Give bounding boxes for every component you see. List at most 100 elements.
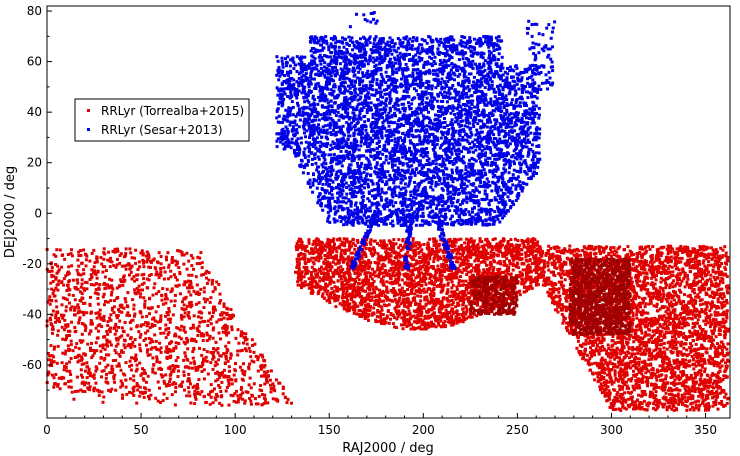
torrealba-point xyxy=(205,282,209,285)
torrealba-point xyxy=(209,390,213,394)
torrealba-point xyxy=(625,384,629,388)
torrealba-point xyxy=(88,388,92,392)
torrealba-point xyxy=(68,360,71,364)
torrealba-point xyxy=(531,240,535,244)
torrealba-point xyxy=(154,273,158,277)
torrealba-point xyxy=(344,238,348,242)
torrealba-point xyxy=(248,376,252,380)
torrealba-point xyxy=(423,325,427,329)
torrealba-point xyxy=(338,269,342,272)
torrealba-point xyxy=(430,320,433,324)
torrealba-point xyxy=(523,280,527,284)
torrealba-point xyxy=(466,250,470,254)
torrealba-point xyxy=(164,292,168,296)
torrealba-point xyxy=(128,273,131,277)
torrealba-point xyxy=(128,314,131,318)
torrealba-point xyxy=(525,289,529,293)
torrealba-point xyxy=(132,374,136,378)
torrealba-point xyxy=(451,283,455,287)
torrealba-point xyxy=(561,269,565,273)
torrealba-point xyxy=(66,270,70,274)
torrealba-point xyxy=(243,347,247,351)
torrealba-point xyxy=(696,387,700,391)
torrealba-point xyxy=(438,248,442,252)
torrealba-point xyxy=(476,258,480,262)
torrealba-point xyxy=(357,313,361,316)
torrealba-point xyxy=(192,267,195,271)
torrealba-point xyxy=(49,358,53,362)
torrealba-point xyxy=(154,310,158,314)
torrealba-point xyxy=(537,268,541,271)
torrealba-point xyxy=(324,289,328,293)
torrealba-point xyxy=(469,240,472,244)
torrealba-point xyxy=(535,267,539,271)
torrealba-point xyxy=(129,266,133,270)
torrealba-point xyxy=(145,350,149,354)
torrealba-point xyxy=(616,399,620,403)
torrealba-point xyxy=(391,266,395,270)
torrealba-point xyxy=(130,391,134,395)
torrealba-point xyxy=(129,270,133,274)
torrealba-point xyxy=(351,292,355,296)
torrealba-point xyxy=(310,282,314,286)
torrealba-point xyxy=(177,249,181,253)
torrealba-point xyxy=(422,287,426,291)
torrealba-point xyxy=(442,262,446,266)
torrealba-point xyxy=(374,285,378,289)
torrealba-point xyxy=(424,327,428,331)
torrealba-point xyxy=(132,314,136,318)
torrealba-point xyxy=(361,253,365,257)
torrealba-point xyxy=(236,394,240,398)
torrealba-point xyxy=(152,316,156,320)
torrealba-point xyxy=(94,282,98,286)
torrealba-point xyxy=(367,278,371,282)
torrealba-point xyxy=(345,282,349,286)
torrealba-point xyxy=(218,301,222,305)
torrealba-point xyxy=(439,257,443,260)
torrealba-point xyxy=(110,260,114,264)
torrealba-point xyxy=(403,319,407,323)
torrealba-point xyxy=(469,290,473,294)
torrealba-point xyxy=(140,282,144,286)
torrealba-point xyxy=(489,262,493,266)
torrealba-point xyxy=(202,297,206,301)
torrealba-point xyxy=(362,313,365,317)
torrealba-point xyxy=(260,374,263,378)
torrealba-point xyxy=(667,258,671,262)
torrealba-point xyxy=(165,311,169,314)
torrealba-point xyxy=(153,371,157,375)
torrealba-point xyxy=(84,253,88,257)
torrealba-point xyxy=(128,359,132,363)
torrealba-point xyxy=(712,364,716,368)
torrealba-point xyxy=(98,323,102,327)
torrealba-point xyxy=(129,368,133,372)
torrealba-point xyxy=(51,309,55,313)
torrealba-point xyxy=(83,323,87,327)
torrealba-point xyxy=(612,365,615,369)
torrealba-point xyxy=(443,320,447,323)
torrealba-point xyxy=(242,341,245,345)
torrealba-point xyxy=(370,291,374,295)
torrealba-point xyxy=(248,349,252,353)
torrealba-point xyxy=(236,328,240,332)
torrealba-point xyxy=(389,254,393,258)
torrealba-point xyxy=(363,317,367,320)
torrealba-point xyxy=(392,316,396,320)
torrealba-point xyxy=(214,398,218,402)
torrealba-point xyxy=(509,238,513,242)
torrealba-point xyxy=(169,317,172,321)
torrealba-point xyxy=(443,256,447,260)
torrealba-point xyxy=(179,292,182,296)
torrealba-point xyxy=(130,264,134,268)
torrealba-point xyxy=(225,375,229,379)
torrealba-point xyxy=(101,400,105,404)
torrealba-point xyxy=(427,266,430,270)
torrealba-point xyxy=(369,238,373,242)
torrealba-point xyxy=(434,279,438,283)
torrealba-point xyxy=(630,327,634,331)
torrealba-point xyxy=(195,283,199,287)
torrealba-point xyxy=(51,325,55,329)
torrealba-point xyxy=(517,250,521,254)
torrealba-point xyxy=(385,247,389,251)
torrealba-point xyxy=(428,301,432,305)
